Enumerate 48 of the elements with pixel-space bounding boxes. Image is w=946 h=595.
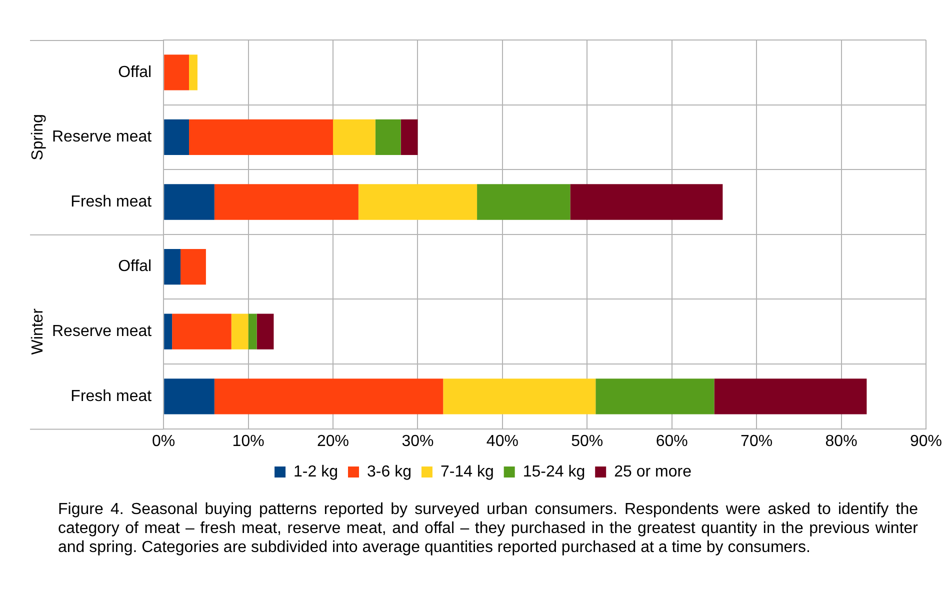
x-tick-label: 90% [910, 432, 942, 450]
bar [164, 248, 181, 285]
x-tick-label: 20% [317, 432, 350, 450]
bar [164, 184, 214, 220]
legend-label: 25 or more [614, 463, 692, 480]
bar [214, 378, 444, 414]
y-tick-label: Reserve meat [52, 128, 152, 146]
x-tick-label: 60% [656, 432, 688, 450]
bar [164, 314, 172, 350]
bar [248, 314, 257, 350]
y-tick-label: Fresh meat [70, 388, 152, 405]
bar [570, 184, 723, 220]
bar [477, 184, 570, 220]
bar [443, 378, 596, 414]
legend-label: 7-14 kg [440, 463, 494, 480]
bar [172, 314, 232, 350]
y-tick-label: Fresh meat [70, 193, 152, 210]
legend-label: 3-6 kg [367, 463, 412, 480]
bar [596, 378, 714, 414]
x-tick-label: 0% [152, 432, 176, 450]
x-tick-label: 40% [486, 432, 518, 450]
text: Winter [29, 308, 46, 355]
bar [214, 184, 358, 220]
bar [333, 119, 376, 156]
bar [714, 378, 867, 414]
y-tick-label: Reserve meat [52, 323, 152, 340]
legend-label: 15-24 kg [522, 463, 586, 480]
legend-label: 1-2 kg [294, 463, 338, 480]
bar [180, 248, 206, 285]
bar [164, 119, 190, 156]
bar [231, 314, 248, 350]
bar [358, 184, 478, 220]
y-tick-label: Offal [118, 258, 152, 276]
x-tick-label: 30% [402, 432, 434, 450]
bar [256, 314, 274, 350]
y-tick-label: Offal [118, 64, 152, 81]
x-tick-label: 70% [740, 432, 773, 450]
bar [164, 54, 190, 90]
text: Spring [29, 114, 46, 160]
x-tick-label: 80% [825, 432, 858, 450]
bar [400, 119, 418, 156]
bar [189, 54, 198, 90]
bar [375, 119, 401, 156]
x-tick-label: 50% [571, 432, 604, 450]
bar [189, 119, 334, 156]
bar [164, 378, 214, 414]
x-tick-label: 10% [232, 432, 264, 450]
caption: Figure 4. Seasonal buying patterns reported by surveyed urban consumers. Respondents were asked to identify the category of meat – fresh meat, reserve meat, and offal – they purchased in the greatest quantity in the previous winter and spring. Categories are subdivided into average quantities reported purchased at a time by consumers. [58, 500, 918, 557]
